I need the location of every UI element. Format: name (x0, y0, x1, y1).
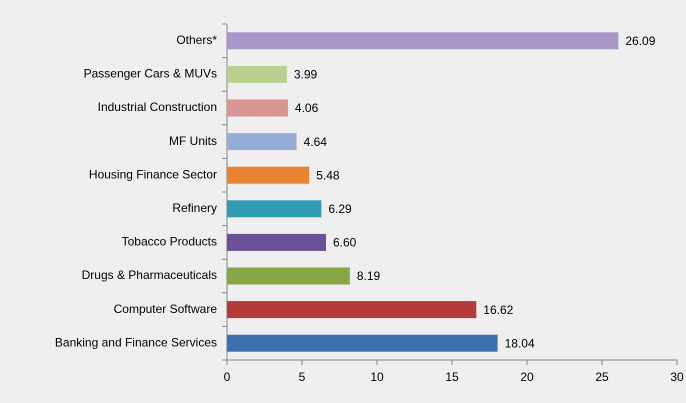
bar (227, 200, 322, 218)
y-tick-label: Drugs & Pharmaceuticals (82, 268, 217, 282)
y-tick-label: Tobacco Products (122, 235, 217, 249)
value-label: 8.19 (357, 269, 381, 283)
value-label: 6.29 (328, 202, 352, 216)
value-label: 26.09 (625, 34, 655, 48)
y-tick-label: Computer Software (114, 302, 218, 316)
y-tick-label: Banking and Finance Services (55, 335, 217, 349)
bar (227, 133, 297, 151)
bar (227, 32, 619, 50)
y-tick-label: MF Units (169, 134, 217, 148)
bar (227, 233, 326, 251)
x-tick-label: 0 (224, 370, 231, 384)
x-tick-label: 30 (670, 370, 684, 384)
y-tick-label: Others* (176, 33, 217, 47)
y-tick-label: Housing Finance Sector (89, 167, 217, 181)
value-label: 3.99 (294, 68, 318, 82)
value-label: 18.04 (505, 336, 535, 350)
bar (227, 267, 350, 285)
value-label: 16.62 (483, 303, 513, 317)
x-tick-label: 5 (299, 370, 306, 384)
y-tick-label: Passenger Cars & MUVs (84, 67, 217, 81)
y-tick-label: Refinery (172, 201, 217, 215)
x-tick-label: 25 (595, 370, 609, 384)
value-label: 6.60 (333, 236, 357, 250)
y-tick-label: Industrial Construction (98, 100, 217, 114)
value-label: 4.06 (295, 101, 319, 115)
bar (227, 334, 498, 352)
value-label: 4.64 (304, 135, 328, 149)
x-tick-label: 15 (445, 370, 459, 384)
bar (227, 166, 310, 184)
value-label: 5.48 (316, 168, 340, 182)
x-tick-label: 10 (370, 370, 384, 384)
bar (227, 65, 287, 83)
bar (227, 99, 288, 117)
x-tick-label: 20 (520, 370, 534, 384)
bar (227, 301, 477, 319)
